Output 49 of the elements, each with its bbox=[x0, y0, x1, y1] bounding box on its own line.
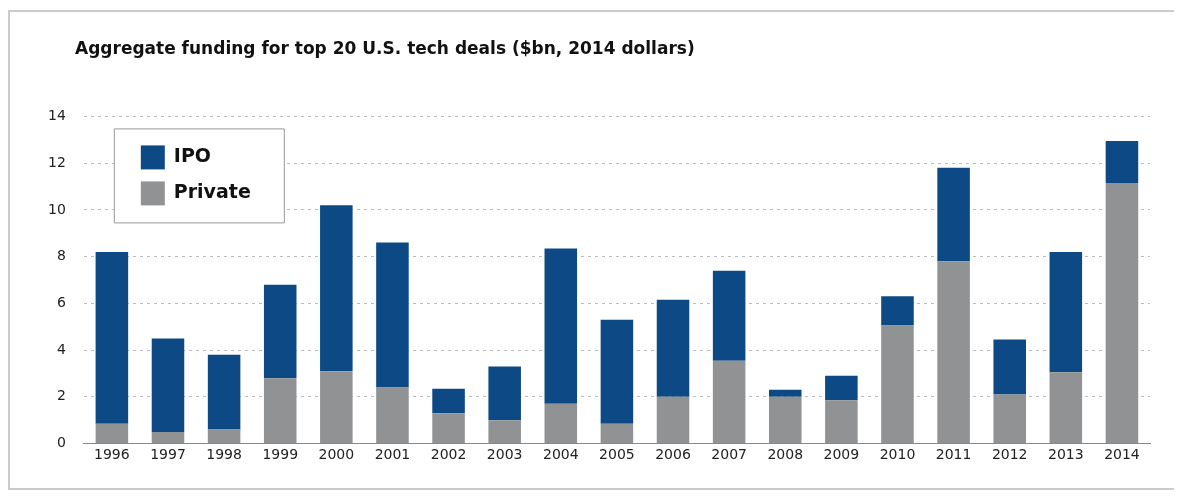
x-tick-label: 2000 bbox=[318, 445, 355, 462]
bar bbox=[544, 248, 578, 404]
y-tick-label: 12 bbox=[47, 153, 66, 170]
bar bbox=[993, 339, 1026, 395]
x-tick-label: 2007 bbox=[711, 445, 747, 462]
bar bbox=[712, 270, 746, 361]
x-tick-label: 2011 bbox=[935, 445, 972, 462]
legend-label: IPO bbox=[173, 144, 211, 167]
x-tick-label: 2004 bbox=[542, 445, 579, 462]
x-tick-label: 2002 bbox=[430, 445, 467, 462]
x-tick-label: 2012 bbox=[991, 445, 1028, 462]
x-tick-label: 2006 bbox=[655, 445, 691, 462]
y-tick-label: 0 bbox=[56, 434, 66, 451]
bar bbox=[320, 205, 353, 372]
y-tick-label: 6 bbox=[56, 294, 66, 311]
bar bbox=[768, 389, 802, 397]
bar bbox=[151, 338, 185, 432]
bar bbox=[95, 251, 129, 424]
y-tick-label: 8 bbox=[56, 247, 66, 264]
y-tick-label: 2 bbox=[56, 387, 66, 404]
x-tick-label: 2009 bbox=[823, 445, 860, 462]
y-tick-label: 10 bbox=[47, 200, 66, 217]
x-tick-label: 1999 bbox=[262, 445, 299, 462]
bar bbox=[263, 284, 297, 379]
x-tick-label: 2003 bbox=[486, 445, 523, 462]
y-tick-label: 14 bbox=[47, 107, 66, 124]
x-tick-label: 2005 bbox=[599, 445, 635, 462]
x-tick-label: 2010 bbox=[879, 445, 916, 462]
bar bbox=[207, 354, 241, 430]
legend-label: Private bbox=[173, 180, 251, 203]
bar bbox=[1105, 140, 1139, 184]
x-tick-label: 2013 bbox=[1048, 445, 1084, 462]
x-tick-label: 2008 bbox=[767, 445, 804, 462]
bar bbox=[432, 388, 465, 414]
bar bbox=[881, 296, 914, 326]
x-tick-label: 1998 bbox=[206, 445, 242, 462]
bar bbox=[825, 375, 858, 401]
x-tick-label: 1996 bbox=[94, 445, 130, 462]
x-tick-label: 1997 bbox=[150, 445, 186, 462]
x-tick-label: 2001 bbox=[374, 445, 411, 462]
chart-title: Aggregate funding for top 20 U.S. tech deals ($bn, 2014 dollars) bbox=[75, 38, 695, 58]
bar bbox=[376, 242, 409, 388]
y-tick-label: 4 bbox=[56, 340, 66, 357]
bar bbox=[937, 167, 970, 262]
bar bbox=[488, 366, 521, 421]
bar bbox=[600, 319, 634, 424]
bar bbox=[656, 299, 690, 397]
bar bbox=[1049, 251, 1083, 373]
x-tick-label: 2014 bbox=[1104, 445, 1140, 462]
